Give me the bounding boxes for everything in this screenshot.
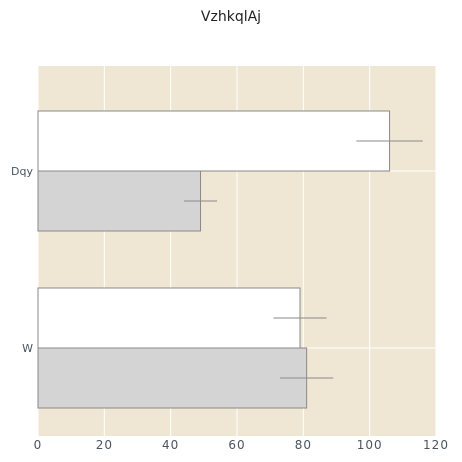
x-tick-label: 120 <box>423 438 449 452</box>
y-tick-label: Dqy <box>11 165 33 178</box>
x-tick-label: 40 <box>162 438 179 452</box>
bar-w-series-1 <box>37 287 301 349</box>
error-bars <box>183 140 423 379</box>
bar-dqy-series-1 <box>37 110 391 172</box>
y-axis-ticks: Dqy W <box>11 165 33 355</box>
chart-title: VzhkqlAj <box>200 9 262 25</box>
x-tick-label: 60 <box>228 438 245 452</box>
bar-dqy-series-2 <box>37 170 202 232</box>
x-tick-label: 20 <box>96 438 113 452</box>
bar-w-series-2 <box>37 347 308 409</box>
x-tick-label: 100 <box>357 438 383 452</box>
y-tick-label: W <box>22 342 33 355</box>
x-tick-label: 0 <box>34 438 43 452</box>
x-tick-label: 80 <box>295 438 312 452</box>
x-axis-ticks: 0 20 40 60 80 100 120 <box>34 438 449 452</box>
bars <box>37 110 391 409</box>
